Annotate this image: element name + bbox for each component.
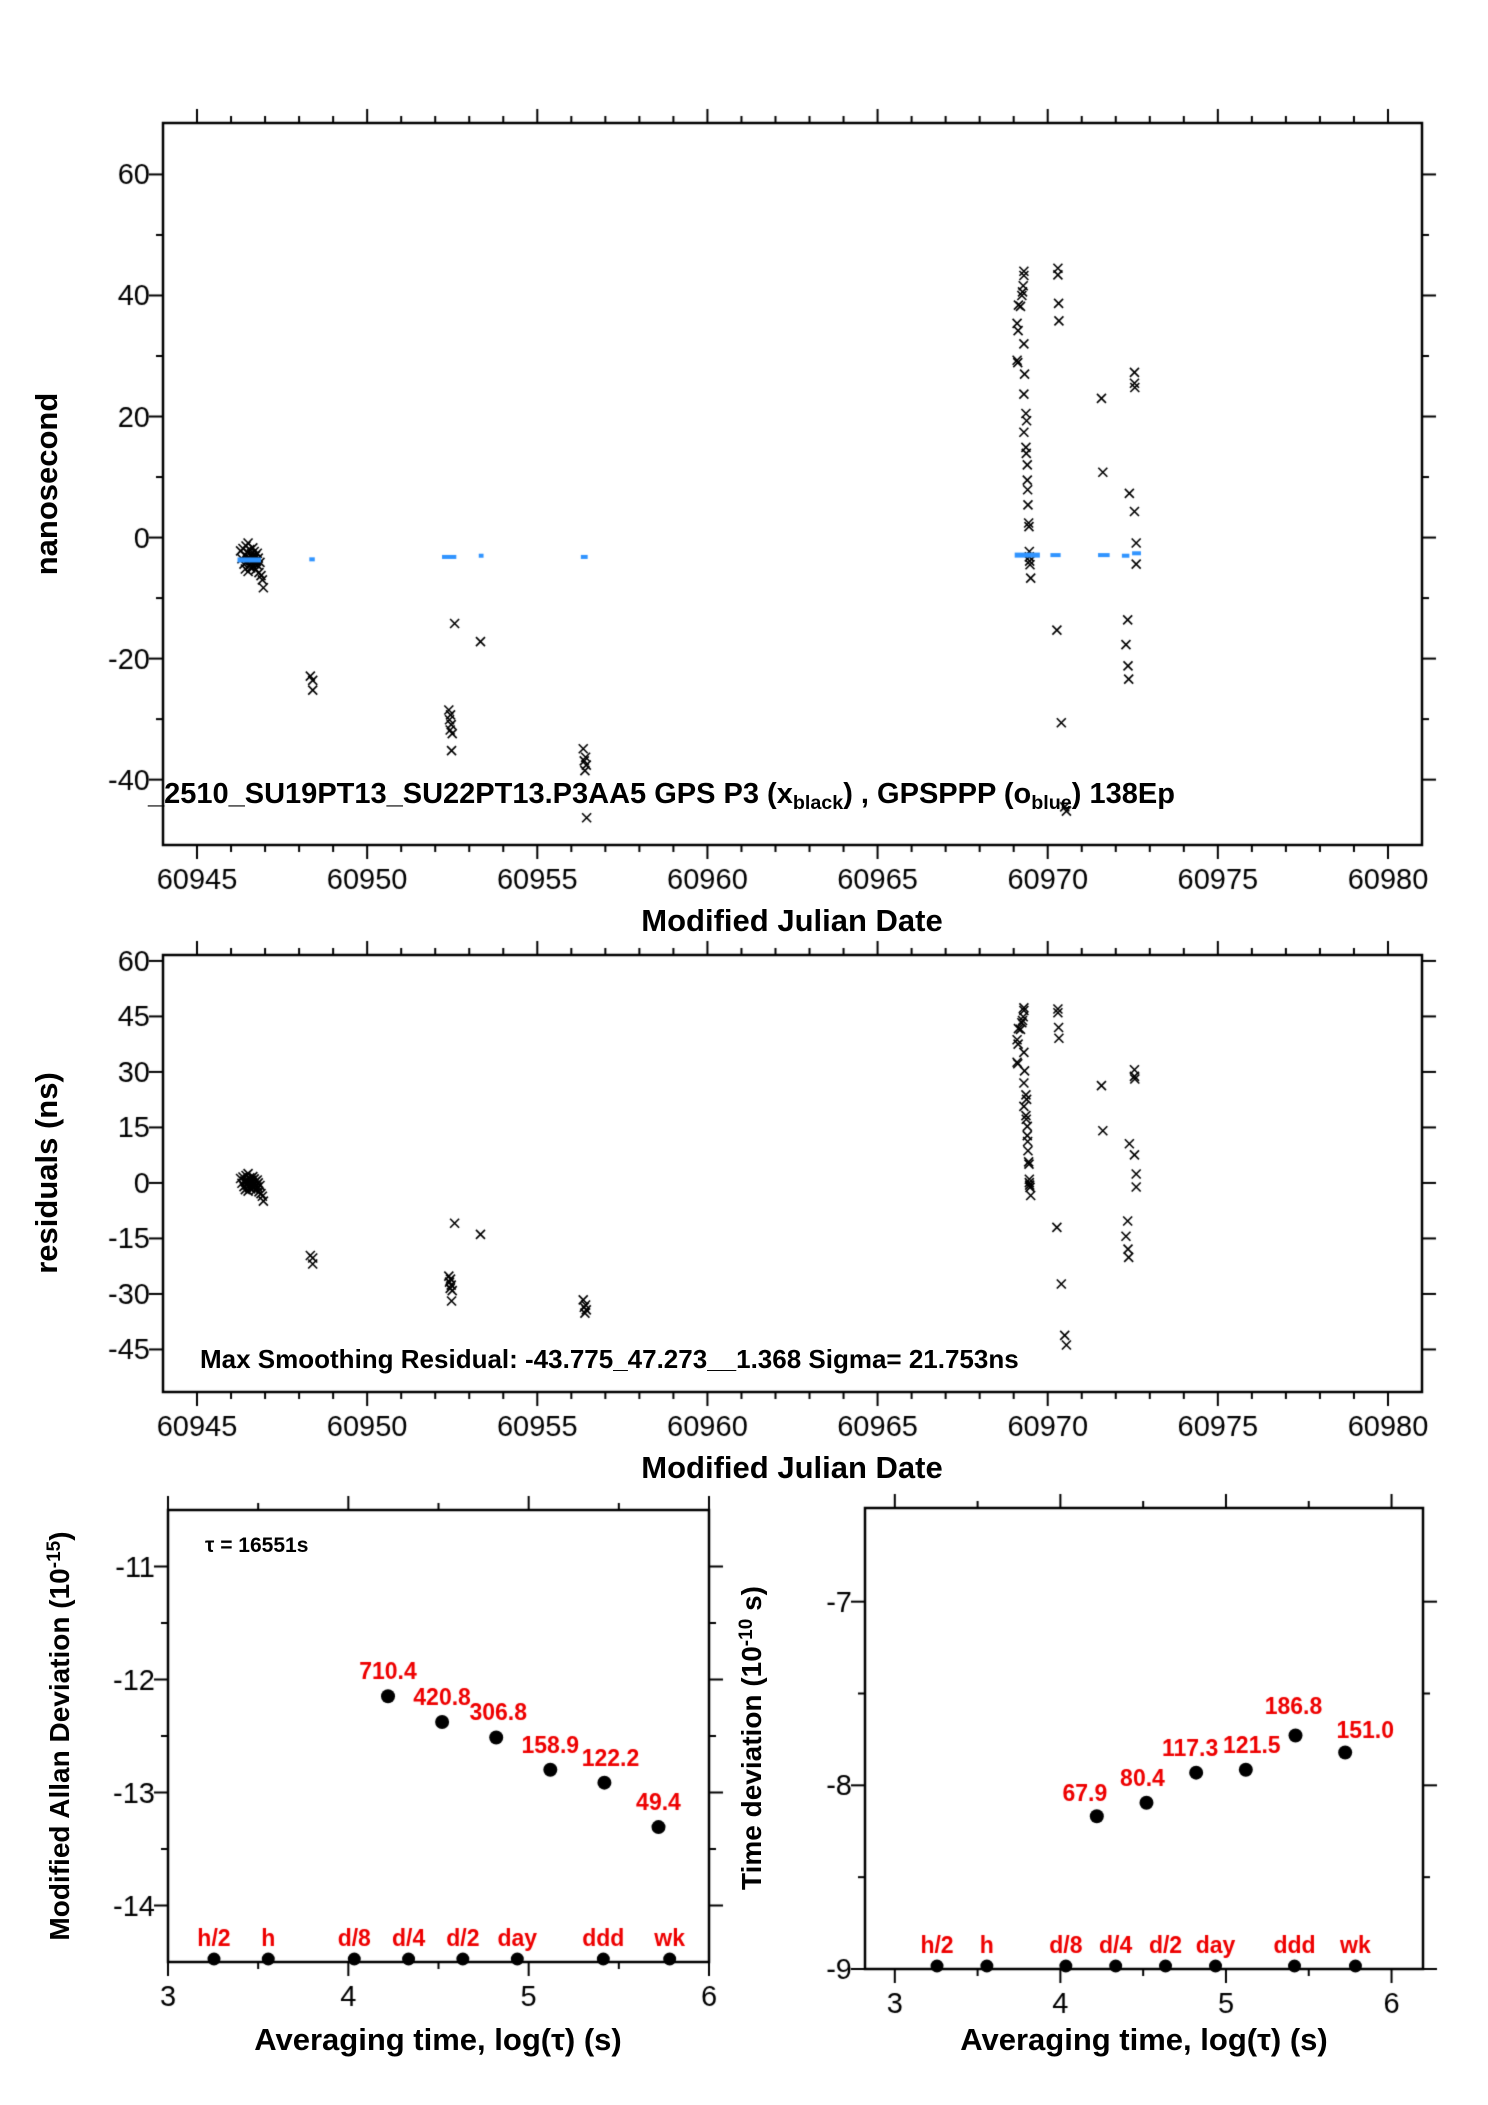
gps-time-transfer-report: { "colors": { "black": "#000000", "blue"… [0, 0, 1488, 2105]
plots-canvas [0, 0, 1488, 2105]
